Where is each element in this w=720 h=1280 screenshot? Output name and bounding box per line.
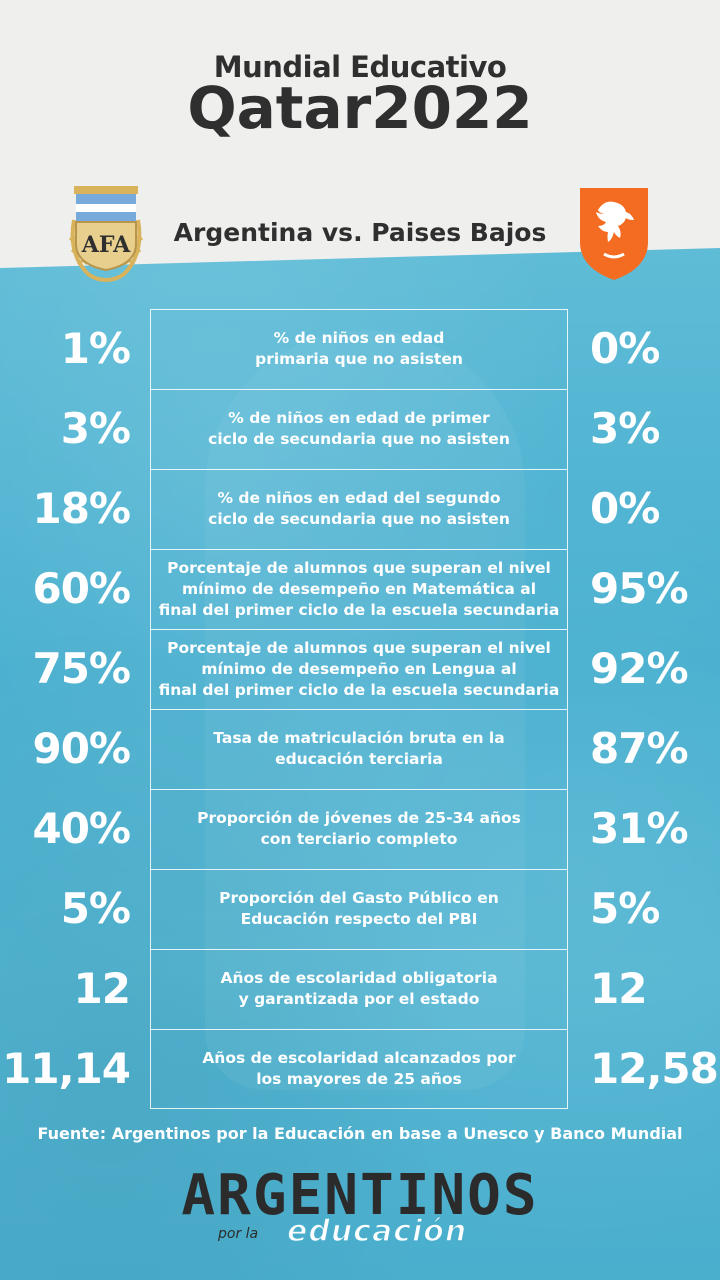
indicator-label-line: los mayores de 25 años [256, 1070, 462, 1088]
argentina-value: 40% [32, 804, 131, 853]
indicator-label-line: % de niños en edad [273, 329, 445, 347]
row-divider [150, 469, 568, 470]
indicator-label-line: Años de escolaridad obligatoria [220, 969, 498, 987]
paises-bajos-value: 92% [590, 644, 689, 693]
paises-bajos-value: 3% [590, 404, 660, 453]
argentina-value: 11,14 [2, 1044, 131, 1093]
row-divider [150, 389, 568, 390]
paises-bajos-value: 12 [590, 964, 647, 1013]
row-divider [150, 629, 568, 630]
indicator-label: Años de escolaridad alcanzados por los ma… [150, 1029, 568, 1109]
title-qatar2022: Qatar2022 [187, 74, 533, 142]
row-divider [150, 869, 568, 870]
comparison-row: 3% % de niños en edad de primer ciclo de s… [0, 389, 720, 469]
paises-bajos-value: 87% [590, 724, 689, 773]
indicator-label: Proporción de jóvenes de 25-34 años con t… [150, 789, 568, 869]
comparison-row: 90% Tasa de matriculación bruta en la educ… [0, 709, 720, 789]
argentina-value: 12 [73, 964, 131, 1013]
argentina-value: 5% [60, 884, 131, 933]
row-divider [150, 1029, 568, 1030]
comparison-row: 75% Porcentaje de alumnos que superan el … [0, 629, 720, 709]
paises-bajos-value: 95% [590, 564, 689, 613]
title-mundial-educativo: Mundial Educativo [213, 50, 507, 84]
indicator-label: % de niños en edad primaria que no asiste… [150, 309, 568, 389]
comparison-row: 18% % de niños en edad del segundo ciclo d… [0, 469, 720, 549]
indicator-label-line: Años de escolaridad alcanzados por [202, 1049, 516, 1067]
row-divider [150, 789, 568, 790]
brand-argentinos: ARGENTINOS [181, 1163, 539, 1228]
paises-bajos-value: 31% [590, 804, 689, 853]
matchup-title: Argentina vs. Paises Bajos [173, 218, 547, 247]
indicator-label: Porcentaje de alumnos que superan el niv… [150, 549, 568, 629]
indicator-label-line: y garantizada por el estado [238, 990, 480, 1008]
indicator-label-line: Proporción del Gasto Público en [219, 889, 499, 907]
argentina-value: 3% [60, 404, 131, 453]
brand-por-la: por la [218, 1226, 259, 1242]
indicator-label: Años de escolaridad obligatoria y garanti… [150, 949, 568, 1029]
indicator-label-line: Proporción de jóvenes de 25-34 años [197, 809, 521, 827]
indicator-label-line: ciclo de secundaria que no asisten [208, 510, 510, 528]
indicator-label-line: mínimo de desempeño en Lengua al [201, 659, 517, 678]
indicator-label-line: Porcentaje de alumnos que superan el niv… [167, 558, 551, 577]
comparison-row: 40% Proporción de jóvenes de 25-34 años co… [0, 789, 720, 869]
indicator-label-line: con terciario completo [260, 830, 458, 848]
argentina-value: 1% [60, 324, 131, 373]
argentina-value: 18% [32, 484, 131, 533]
comparison-row: 5% Proporción del Gasto Público en Educaci… [0, 869, 720, 949]
paises-bajos-value: 0% [590, 324, 660, 373]
indicator-label: Proporción del Gasto Público en Educación… [150, 869, 568, 949]
indicator-label: Porcentaje de alumnos que superan el niv… [150, 629, 568, 709]
row-divider [150, 549, 568, 550]
row-divider [150, 949, 568, 950]
indicator-label-line: Porcentaje de alumnos que superan el niv… [167, 638, 551, 657]
indicator-label-line: % de niños en edad del segundo [217, 489, 501, 507]
paises-bajos-value: 5% [590, 884, 660, 933]
indicator-label-line: mínimo de desempeño en Matemática al [181, 579, 537, 598]
source-note: Fuente: Argentinos por la Educación en b… [37, 1124, 683, 1143]
indicator-label: Tasa de matriculación bruta en la educaci… [150, 709, 568, 789]
paises-bajos-value: 12,58 [590, 1044, 719, 1093]
argentina-value: 90% [32, 724, 131, 773]
comparison-row: 11,14 Años de escolaridad alcanzados por l… [0, 1029, 720, 1109]
argentina-value: 75% [32, 644, 131, 693]
indicator-label-line: ciclo de secundaria que no asisten [208, 430, 510, 448]
brand-educacion: educación [286, 1213, 468, 1250]
comparison-row: 1% % de niños en edad primaria que no asis… [0, 309, 720, 389]
row-divider [150, 709, 568, 710]
indicator-label-line: % de niños en edad de primer [228, 409, 490, 427]
argentina-value: 60% [32, 564, 131, 613]
comparison-row: 12 Años de escolaridad obligatoria y garan… [0, 949, 720, 1029]
indicator-label: % de niños en edad de primer ciclo de sec… [150, 389, 568, 469]
indicator-label-line: educación terciaria [275, 750, 443, 768]
indicator-label: % de niños en edad del segundo ciclo de s… [150, 469, 568, 549]
indicator-label-line: Educación respecto del PBI [240, 910, 478, 928]
indicator-label-line: Tasa de matriculación bruta en la [213, 729, 505, 747]
paises-bajos-value: 0% [590, 484, 660, 533]
indicator-label-line: final del primer ciclo de la escuela sec… [158, 600, 560, 619]
indicator-label-line: primaria que no asisten [255, 350, 463, 368]
trophy-watermark [205, 330, 525, 1090]
indicator-label-line: final del primer ciclo de la escuela sec… [158, 680, 560, 699]
afa-crest-icon: AFA [68, 186, 144, 282]
knvb-lion-crest-icon [580, 188, 648, 280]
comparison-row: 60% Porcentaje de alumnos que superan el … [0, 549, 720, 629]
afa-crest-text: AFA [81, 232, 131, 258]
